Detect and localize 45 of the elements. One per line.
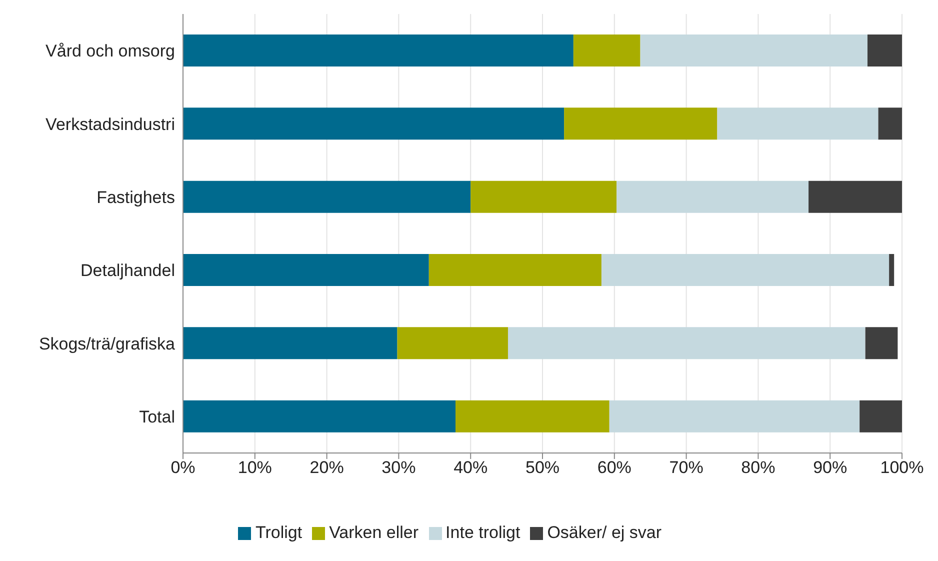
bar	[717, 108, 878, 140]
bar	[808, 180, 902, 213]
bar	[183, 34, 574, 66]
bar	[573, 34, 640, 66]
bar	[456, 400, 610, 432]
x-tick-label: 50%	[525, 458, 560, 478]
bar	[183, 108, 564, 140]
legend-label: Osäker/ ej svar	[547, 523, 662, 542]
bar	[508, 327, 866, 360]
bar	[183, 180, 471, 213]
x-tick-label: 80%	[741, 458, 776, 478]
x-tick-label: 10%	[238, 458, 272, 478]
bar	[564, 108, 718, 140]
y-tick-label: Fastighets	[96, 188, 175, 207]
bar	[878, 108, 902, 140]
bar	[470, 180, 617, 213]
x-tick-label: 30%	[382, 458, 416, 478]
bar	[183, 327, 398, 360]
legend-label: Inte troligt	[446, 523, 520, 542]
x-tick-label: 90%	[813, 458, 848, 478]
y-tick-label: Vård och omsorg	[46, 42, 175, 61]
bar	[609, 400, 860, 432]
bar	[889, 254, 894, 286]
legend-label: Varken eller	[329, 523, 419, 542]
bar	[428, 254, 602, 286]
bar	[397, 327, 508, 360]
x-tick-label: 0%	[170, 458, 196, 478]
bar	[183, 254, 429, 286]
bar	[616, 180, 809, 213]
x-tick-label: 40%	[454, 458, 488, 478]
bar	[640, 34, 868, 66]
y-tick-label: Verkstadsindustri	[46, 114, 175, 134]
x-tick-label: 20%	[310, 458, 344, 478]
bar	[183, 400, 456, 432]
bar	[865, 327, 898, 360]
y-tick-label: Skogs/trä/grafiska	[38, 334, 176, 354]
y-tick-label: Total	[139, 407, 175, 426]
y-tick-label: Detaljhandel	[80, 261, 175, 280]
x-tick-label: 100%	[880, 458, 924, 478]
bar	[867, 34, 902, 66]
legend-label: Troligt	[255, 523, 302, 542]
x-tick-label: 60%	[597, 458, 632, 478]
x-tick-label: 70%	[669, 458, 704, 478]
bar	[601, 254, 890, 286]
bar	[860, 400, 902, 432]
